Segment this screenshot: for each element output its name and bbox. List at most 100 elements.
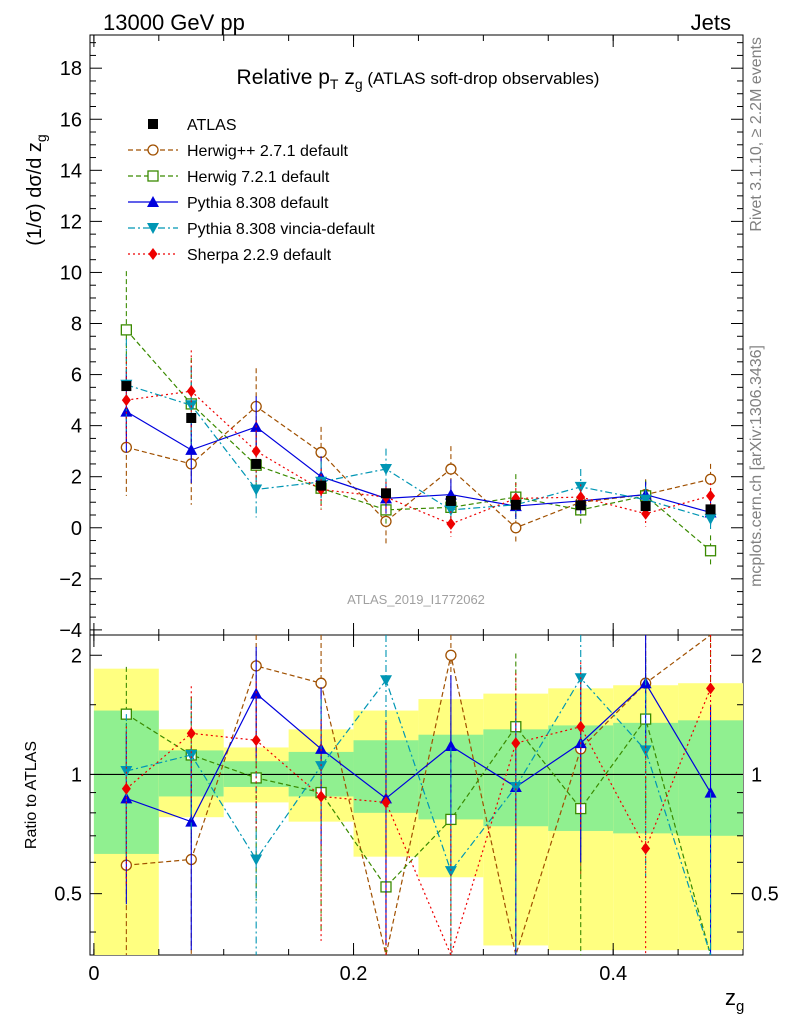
data-point (574, 481, 587, 493)
data-point (446, 517, 456, 530)
ratio-point (315, 677, 327, 689)
y-tick-label: 6 (71, 365, 82, 387)
data-point (379, 464, 392, 476)
ratio-line (126, 634, 711, 958)
y-tick-label: 18 (60, 58, 82, 80)
ratio-point (315, 761, 328, 773)
ratio-point (706, 682, 716, 695)
data-point (185, 443, 198, 455)
rivet-label: Rivet 3.1.10, ≥ 2.2M events (748, 37, 765, 232)
y-axis-label-main: (1/σ) dσ/d zg (24, 134, 49, 245)
ratio-point (381, 796, 391, 809)
y-tick-label: 12 (60, 211, 82, 233)
y-tick-label: 10 (60, 262, 82, 284)
ratio-point (121, 782, 131, 795)
main-content (120, 271, 717, 567)
data-point (186, 385, 196, 398)
legend-label: Sherpa 2.2.9 default (187, 247, 332, 264)
series-line (126, 384, 711, 520)
legend-marker (147, 170, 159, 182)
plot-title: Relative pT zg (ATLAS soft-drop observab… (237, 66, 600, 92)
ratio-point (120, 766, 133, 778)
ratio-y-tick-label: 0.5 (54, 884, 82, 906)
ratio-point (250, 854, 263, 866)
data-point (575, 500, 586, 511)
legend: ATLAS Herwig++ 2.7.1 default Herwig 7.2.1 … (128, 117, 375, 264)
mcplots-label: mcplots.cern.ch [arXiv:1306.3436] (748, 345, 765, 587)
data-point (444, 504, 457, 516)
data-point (576, 491, 586, 504)
y-tick-label: 8 (71, 314, 82, 336)
data-point (445, 495, 456, 506)
series-line (126, 411, 711, 514)
legend-label: ATLAS (187, 117, 237, 134)
ratio-point (704, 786, 717, 798)
data-point (380, 488, 391, 499)
data-point (186, 412, 197, 423)
data-point (704, 513, 717, 525)
ratio-point (576, 720, 586, 733)
legend-label: Herwig++ 2.7.1 default (187, 143, 349, 160)
ratio-line (126, 677, 712, 956)
data-point (250, 484, 263, 496)
header-left: 13000 GeV pp (103, 10, 245, 35)
ratio-point (511, 737, 521, 750)
legend-marker (148, 248, 158, 260)
ratio-point (509, 781, 522, 793)
data-point (706, 489, 716, 502)
x-tick-label: 0.2 (340, 963, 368, 985)
ratio-y-tick-label: 0.5 (751, 884, 779, 906)
data-point (704, 545, 717, 557)
ratio-point (444, 739, 457, 751)
data-point (120, 324, 132, 336)
legend-marker (147, 196, 159, 207)
legend-label: Herwig 7.2.1 default (187, 169, 330, 186)
data-point (640, 501, 651, 512)
ratio-point (639, 745, 652, 757)
ratio-point (251, 734, 261, 747)
ratio-point (444, 866, 457, 878)
ratio-line (126, 682, 712, 823)
ratio-line (125, 688, 712, 957)
ratio-y-tick-label: 2 (71, 645, 82, 667)
ratio-y-tick-label: 1 (751, 764, 762, 786)
data-point (251, 458, 262, 469)
data-point (445, 463, 457, 475)
data-point (510, 499, 521, 510)
ratio-point (185, 749, 198, 761)
ratio-point (186, 727, 196, 740)
legend-marker (148, 119, 158, 129)
series-line (125, 329, 711, 552)
y-tick-label: 0 (71, 518, 82, 540)
ratio-point (641, 842, 651, 855)
series-line (126, 405, 711, 529)
header-right: Jets (691, 10, 731, 35)
data-point (251, 445, 261, 458)
data-point (121, 381, 132, 392)
data-point (121, 394, 131, 407)
ratio-content (120, 634, 717, 958)
data-point (510, 522, 522, 534)
x-tick-label: 0.4 (599, 963, 627, 985)
x-tick-label: 0 (88, 963, 99, 985)
legend-marker (147, 223, 159, 234)
y-axis-label-ratio: Ratio to ATLAS (23, 741, 40, 849)
data-point (704, 473, 717, 485)
data-point (120, 405, 133, 417)
ratio-y-tick-label: 2 (751, 645, 762, 667)
y-tick-label: 2 (71, 467, 82, 489)
y-tick-label: −4 (59, 620, 82, 642)
ratio-bands (90, 668, 743, 955)
ratio-point (445, 649, 457, 661)
data-point (705, 504, 716, 515)
y-tick-label: 16 (60, 109, 82, 131)
legend-marker (147, 144, 159, 156)
ratio-y-tick-label: 1 (71, 764, 82, 786)
y-tick-label: 14 (60, 160, 82, 182)
data-point (315, 446, 327, 459)
data-point (316, 480, 327, 491)
data-point (639, 494, 652, 506)
series-line (126, 390, 711, 525)
